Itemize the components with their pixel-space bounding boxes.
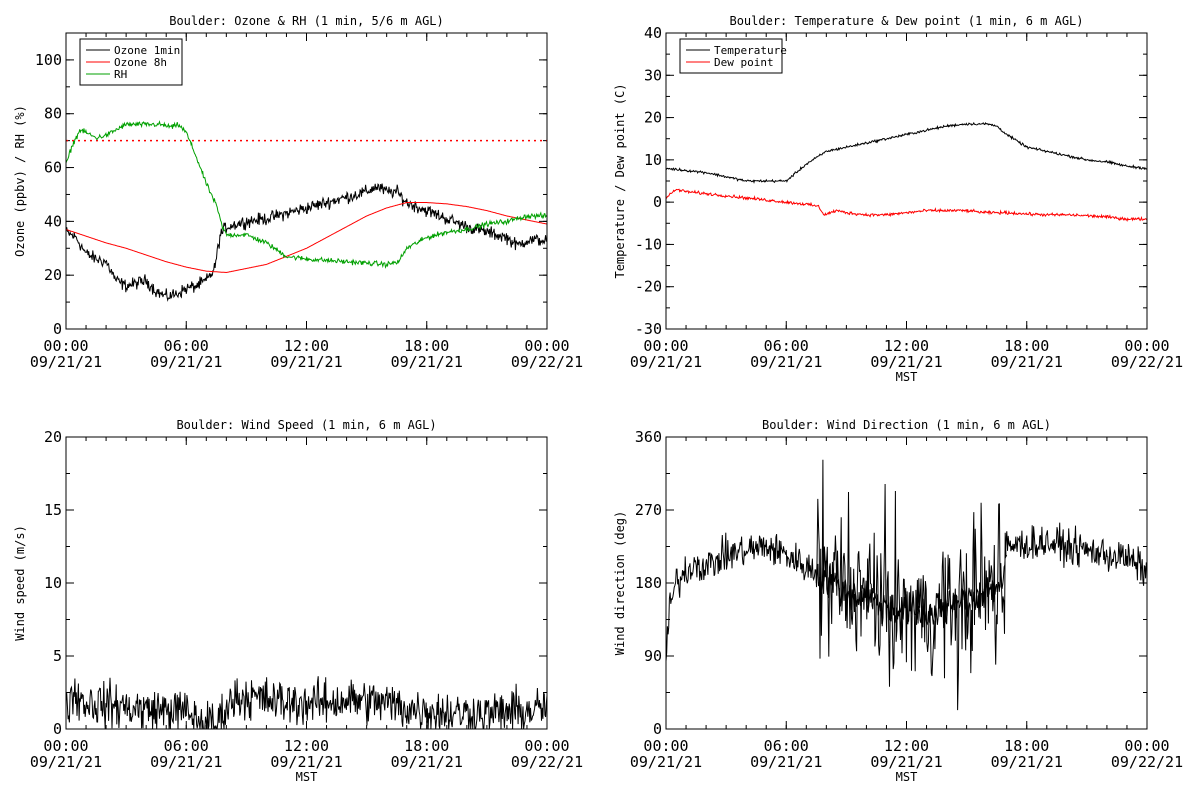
y-tick-label: 0 [653,193,662,211]
y-axis-label: Ozone (ppbv) / RH (%) [13,105,27,257]
x-tick-date: 09/21/21 [30,353,102,371]
y-tick-label: 20 [644,109,662,127]
y-tick-label: 30 [644,66,662,84]
y-tick-label: 100 [35,51,62,69]
y-tick-label: 10 [644,151,662,169]
x-tick-date: 09/21/21 [150,353,222,371]
x-tick-date: 09/21/21 [150,753,222,771]
y-axis-label: Wind speed (m/s) [13,525,27,641]
x-tick-time: 18:00 [404,337,449,355]
plot-frame [665,32,1148,330]
x-tick-time: 12:00 [884,337,929,355]
legend-entry: Dew point [714,56,774,69]
x-tick-date: 09/21/21 [991,753,1063,771]
y-tick-label: -30 [635,320,662,338]
x-tick-time: 12:00 [884,737,929,755]
legend-entry: RH [114,68,127,81]
legend-entry: Ozone 8h [114,56,167,69]
y-tick-label: 20 [44,428,62,446]
x-tick-date: 09/21/21 [391,753,463,771]
y-tick-label: 60 [44,159,62,177]
wind-direction-panel: Boulder: Wind Direction (1 min, 6 m AGL)… [613,418,1183,784]
x-tick-time: 00:00 [43,737,88,755]
x-tick-time: 00:00 [1124,737,1169,755]
y-tick-label: 10 [44,574,62,592]
x-tick-date: 09/21/21 [30,753,102,771]
x-tick-time: 00:00 [1124,337,1169,355]
y-tick-label: -10 [635,235,662,253]
x-tick-date: 09/21/21 [870,353,942,371]
y-tick-label: -20 [635,278,662,296]
y-tick-label: 270 [635,501,662,519]
x-tick-time: 00:00 [643,337,688,355]
legend [679,38,783,74]
y-tick-label: 0 [53,720,62,738]
y-tick-label: 20 [44,266,62,284]
x-tick-time: 00:00 [43,337,88,355]
y-tick-label: 0 [653,720,662,738]
wind-speed-panel: Boulder: Wind Speed (1 min, 6 m AGL) 0 5 10… [13,418,583,784]
x-tick-date: 09/22/21 [511,353,583,371]
x-tick-time: 00:00 [524,737,569,755]
chart-title: Boulder: Wind Speed (1 min, 6 m AGL) [176,418,436,432]
y-tick-label: 5 [53,647,62,665]
x-tick-date: 09/21/21 [750,753,822,771]
ozone-rh-panel: Boulder: Ozone & RH (1 min, 5/6 m AGL) 0 2… [13,14,583,371]
x-tick-date: 09/21/21 [991,353,1063,371]
x-tick-time: 00:00 [524,337,569,355]
series-line-1 [666,188,1147,222]
x-tick-time: 18:00 [1004,737,1049,755]
x-tick-date: 09/21/21 [750,353,822,371]
x-axis-label: MST [296,770,318,784]
temperature-dewpoint-panel: Boulder: Temperature & Dew point (1 min,… [613,14,1183,384]
x-tick-date: 09/22/21 [1111,753,1183,771]
series-line-1 [66,202,547,274]
chart-title: Boulder: Wind Direction (1 min, 6 m AGL) [762,418,1051,432]
y-tick-label: 90 [644,647,662,665]
series-line-2 [66,120,547,269]
y-tick-label: 180 [635,574,662,592]
series-line-0 [666,121,1147,184]
plot-frame [665,436,1148,730]
x-tick-date: 09/21/21 [630,753,702,771]
x-tick-time: 12:00 [284,337,329,355]
y-tick-label: 80 [44,105,62,123]
y-tick-label: 15 [44,501,62,519]
y-tick-label: 0 [53,320,62,338]
x-tick-date: 09/21/21 [270,353,342,371]
series-line-0 [66,183,547,302]
x-tick-date: 09/21/21 [270,753,342,771]
x-tick-date: 09/22/21 [511,753,583,771]
series-line-1 [815,459,1008,711]
y-axis-label: Wind direction (deg) [613,511,627,656]
y-tick-label: 360 [635,428,662,446]
series-line-0 [66,676,547,729]
x-tick-time: 06:00 [764,337,809,355]
x-tick-time: 06:00 [764,737,809,755]
legend-entry: Ozone 1min [114,44,180,57]
plot-frame [65,32,548,330]
x-tick-date: 09/21/21 [630,353,702,371]
x-tick-date: 09/21/21 [391,353,463,371]
legend-entry: Temperature [714,44,787,57]
x-tick-date: 09/22/21 [1111,353,1183,371]
x-axis-label: MST [896,370,918,384]
x-tick-time: 06:00 [164,337,209,355]
x-tick-time: 18:00 [1004,337,1049,355]
chart-title: Boulder: Ozone & RH (1 min, 5/6 m AGL) [169,14,444,28]
y-tick-label: 40 [644,24,662,42]
chart-title: Boulder: Temperature & Dew point (1 min,… [729,14,1083,28]
x-tick-date: 09/21/21 [870,753,942,771]
x-axis-label: MST [896,770,918,784]
x-tick-time: 18:00 [404,737,449,755]
y-tick-label: 40 [44,212,62,230]
x-tick-time: 00:00 [643,737,688,755]
x-tick-time: 12:00 [284,737,329,755]
x-tick-time: 06:00 [164,737,209,755]
y-axis-label: Temperature / Dew point (C) [613,83,627,278]
plot-frame [65,436,548,730]
